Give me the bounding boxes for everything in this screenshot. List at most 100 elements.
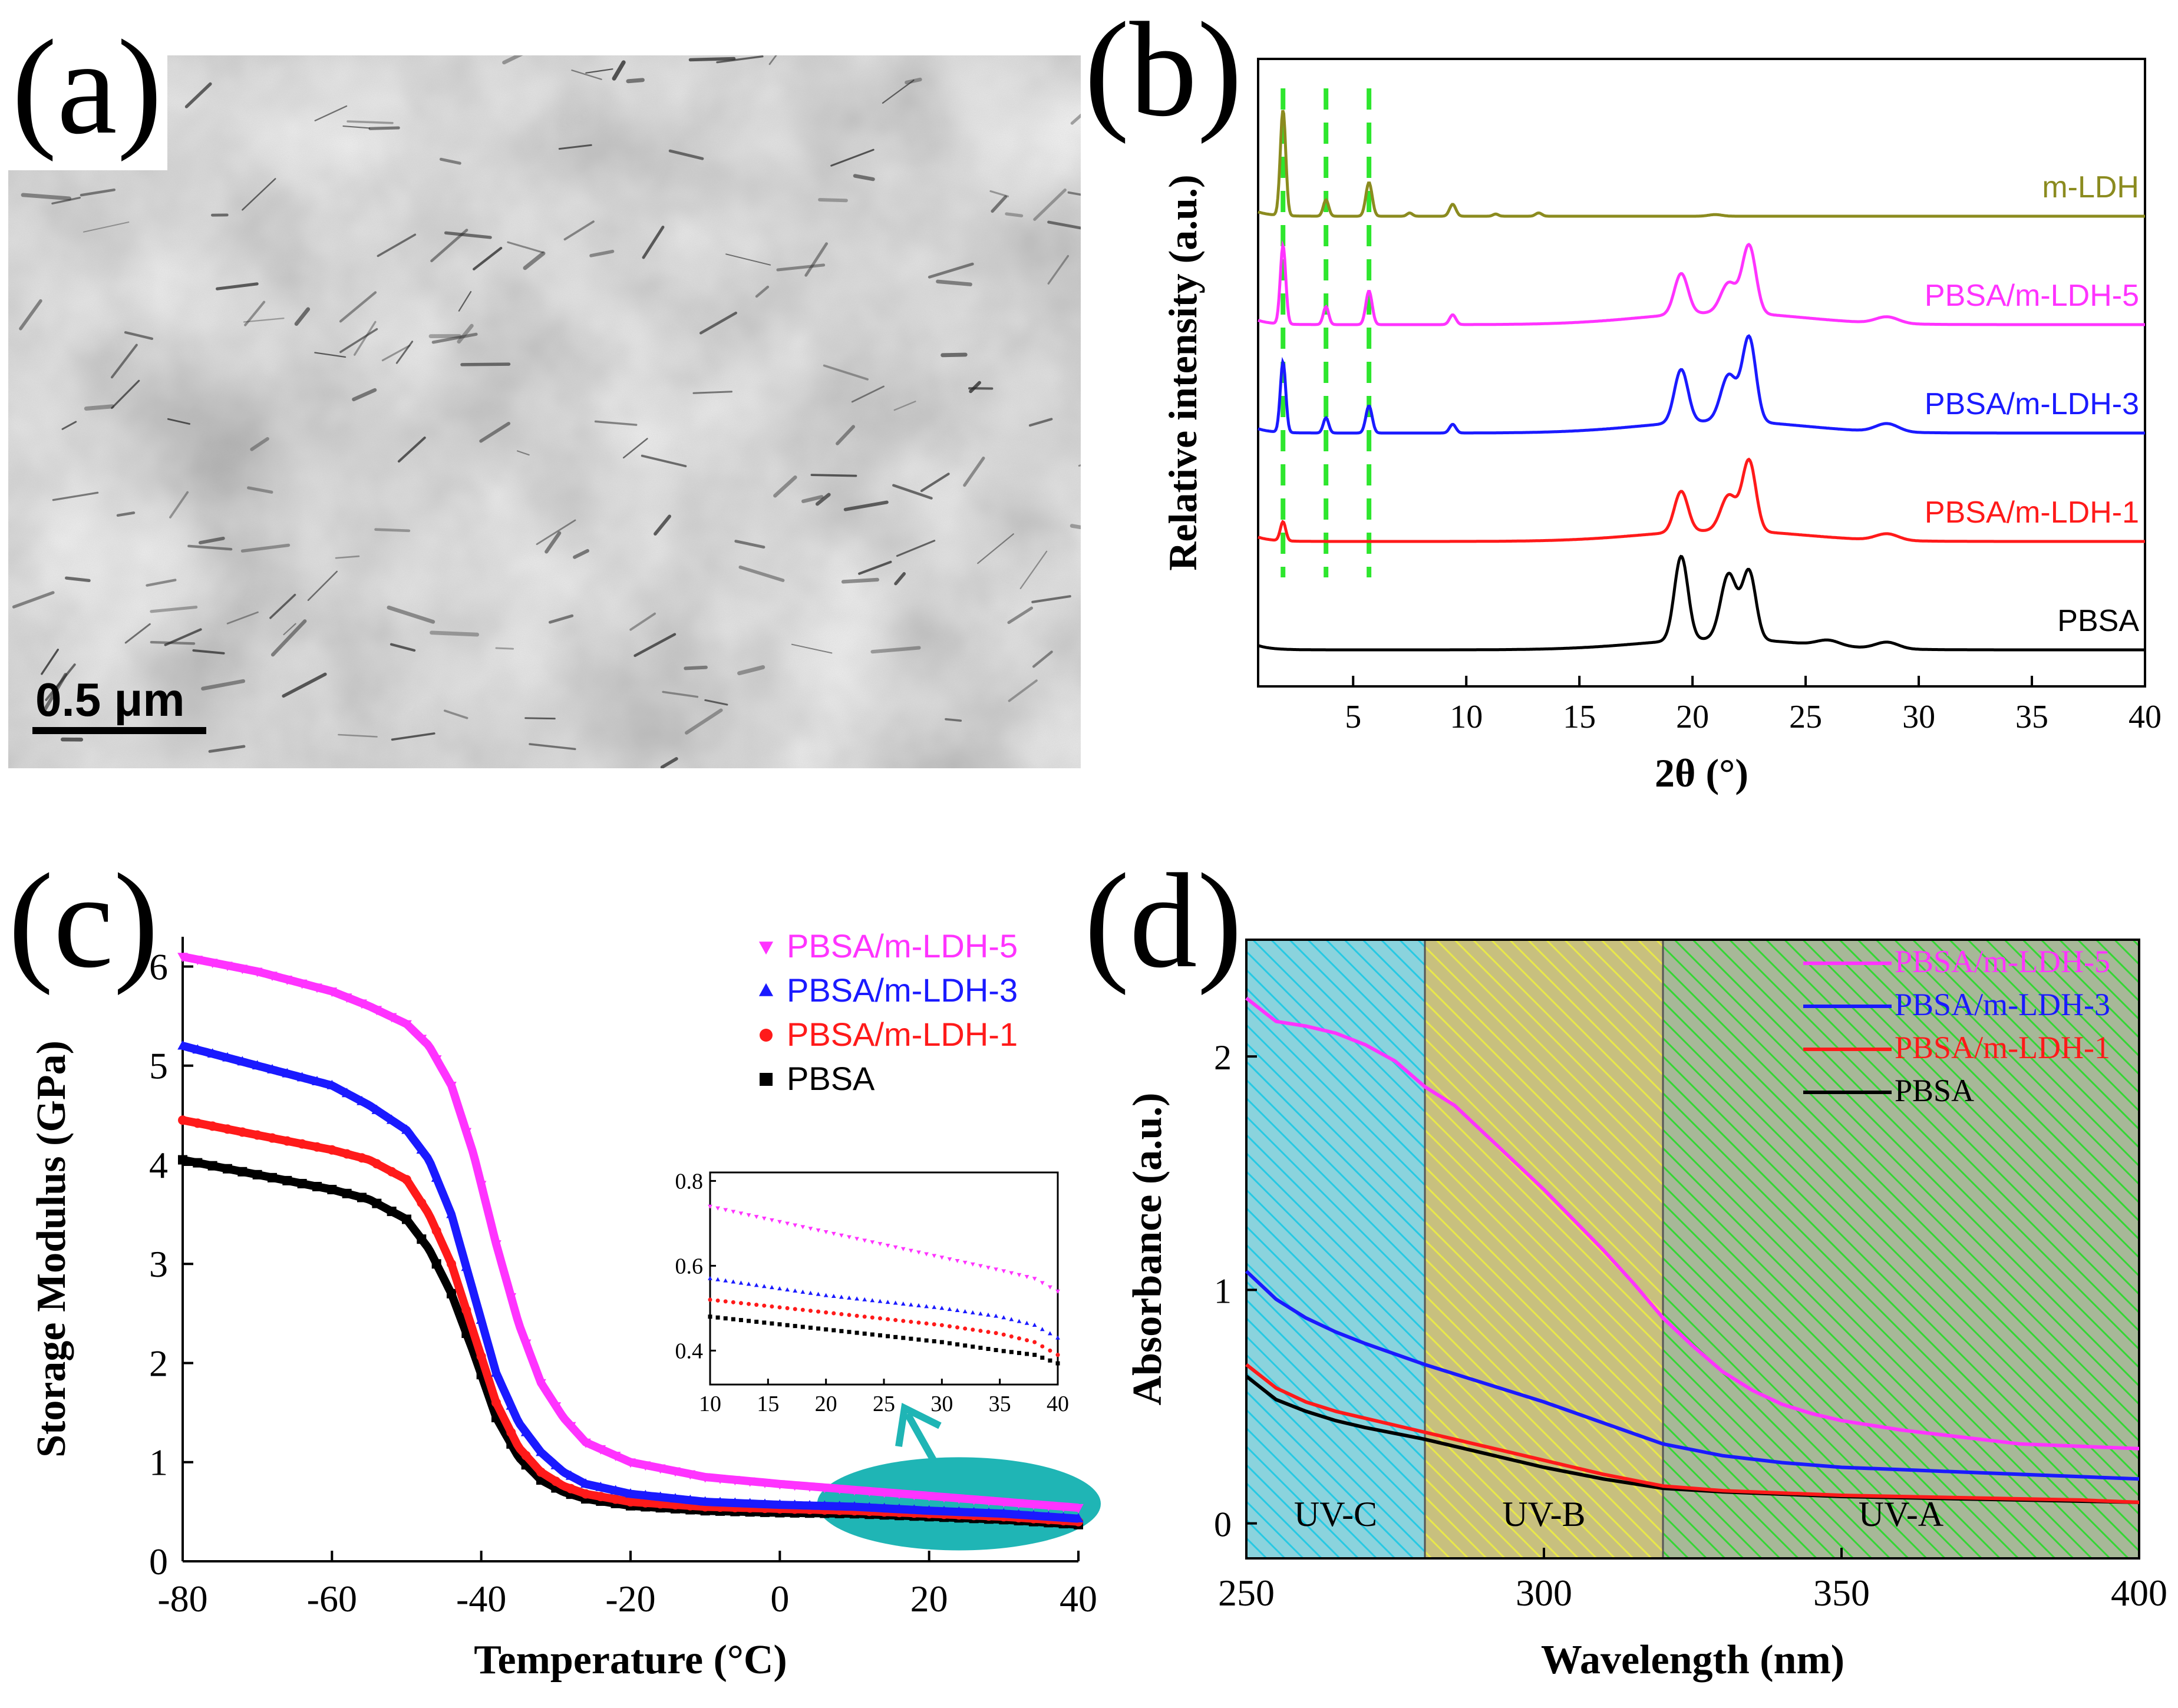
ldh-flake xyxy=(841,577,880,584)
inset-data-point xyxy=(800,1289,806,1294)
inset-data-point xyxy=(777,1322,782,1327)
dma-data-point xyxy=(1013,1499,1024,1509)
dma-data-point xyxy=(551,1476,561,1486)
ldh-flake xyxy=(882,80,915,104)
inset-data-point xyxy=(793,1324,797,1329)
ldh-flake xyxy=(387,605,435,624)
inset-data-point xyxy=(970,1262,975,1267)
dma-legend-marker xyxy=(758,983,774,996)
inset-data-point xyxy=(877,1242,883,1247)
inset-data-point xyxy=(715,1315,720,1320)
inset-data-point xyxy=(746,1213,751,1218)
inset-data-point xyxy=(909,1302,913,1307)
dma-data-point xyxy=(789,1481,800,1491)
dma-data-point xyxy=(491,1240,501,1250)
inset-data-point xyxy=(823,1230,829,1234)
ldh-flake xyxy=(991,195,1008,213)
inset-data-point xyxy=(723,1299,728,1304)
dma-data-point xyxy=(386,1114,397,1124)
ldh-flake xyxy=(243,318,285,323)
dma-y-tick-label: 1 xyxy=(149,1442,168,1484)
ldh-flake xyxy=(45,663,76,701)
xrd-x-tick-label: 5 xyxy=(1345,699,1361,735)
inset-data-point xyxy=(723,1278,728,1283)
dma-data-point xyxy=(207,1121,217,1131)
dma-data-point xyxy=(506,1428,516,1438)
dma-y-tick-label: 2 xyxy=(149,1342,168,1384)
dma-data-point xyxy=(447,1289,456,1299)
ldh-flake xyxy=(61,421,77,430)
dma-data-point xyxy=(476,1314,487,1324)
inset-data-point xyxy=(723,1208,728,1213)
dma-data-point xyxy=(968,1495,979,1505)
inset-data-point xyxy=(1048,1331,1052,1336)
dma-data-point xyxy=(968,1507,979,1517)
inset-data-point xyxy=(870,1315,874,1320)
xrd-chart: Relative intensity (a.u.) 2θ (°) 5 10 15 20… xyxy=(1160,58,2162,795)
dma-data-point xyxy=(923,1505,935,1515)
dma-data-point xyxy=(506,1293,517,1303)
xrd-x-tick-label: 15 xyxy=(1563,699,1596,735)
ldh-flake xyxy=(804,242,828,277)
dma-data-point xyxy=(1058,1512,1069,1522)
xrd-series-label: m-LDH xyxy=(2042,170,2139,204)
dma-data-point xyxy=(282,1175,292,1185)
dma-data-point xyxy=(685,1494,696,1504)
dma-data-point xyxy=(610,1485,621,1495)
dma-data-point xyxy=(312,1182,322,1191)
inset-x-tick-label: 40 xyxy=(1047,1392,1069,1416)
inset-data-point xyxy=(994,1347,998,1352)
inset-data-point xyxy=(1017,1336,1021,1341)
ldh-flake xyxy=(1047,255,1070,285)
dma-data-point xyxy=(223,1164,232,1174)
ldh-flake xyxy=(52,491,99,501)
inset-data-point xyxy=(816,1228,821,1233)
dma-data-point xyxy=(625,1458,636,1468)
inset-data-point xyxy=(932,1254,937,1258)
dma-data-point xyxy=(416,1035,427,1045)
inset-data-point xyxy=(877,1299,883,1303)
inset-data-point xyxy=(1001,1315,1006,1320)
dma-data-point xyxy=(446,1208,457,1218)
inset-data-point xyxy=(1055,1353,1060,1357)
dma-data-point xyxy=(655,1464,666,1474)
dma-data-point xyxy=(789,1499,800,1509)
inset-data-point xyxy=(738,1301,743,1306)
dma-data-point xyxy=(879,1488,890,1498)
inset-data-point xyxy=(901,1319,906,1323)
inset-data-point xyxy=(1001,1332,1006,1337)
inset-data-point xyxy=(831,1328,836,1333)
dma-data-point xyxy=(804,1499,815,1509)
xrd-series-label: PBSA xyxy=(2057,604,2139,638)
dma-data-point xyxy=(372,1198,382,1208)
inset-x-tick-label: 35 xyxy=(989,1392,1011,1416)
dma-data-point xyxy=(282,1136,292,1146)
inset-data-point xyxy=(854,1237,859,1241)
ldh-flake xyxy=(737,665,765,676)
dma-data-point xyxy=(296,1072,308,1082)
dma-data-point xyxy=(1043,1511,1054,1521)
ldh-flake xyxy=(529,743,576,751)
inset-data-point xyxy=(1017,1319,1022,1323)
inset-data-point xyxy=(1055,1361,1060,1366)
dma-data-point xyxy=(357,1192,367,1202)
uv-x-axis-label: Wavelength (nm) xyxy=(1541,1637,1844,1683)
uv-x-tick-label: 300 xyxy=(1516,1572,1572,1614)
ldh-flake xyxy=(549,614,574,624)
dma-data-point xyxy=(536,1467,546,1477)
dma-data-point xyxy=(342,1149,352,1159)
dma-data-point xyxy=(774,1480,786,1490)
dma-data-point xyxy=(268,1172,277,1182)
inset-data-point xyxy=(723,1316,728,1321)
dma-legend-label: PBSA/m-LDH-5 xyxy=(787,927,1018,964)
ldh-flake xyxy=(307,570,338,602)
ldh-flake xyxy=(269,593,296,619)
inset-data-point xyxy=(1024,1320,1029,1325)
inset-data-point xyxy=(816,1326,821,1331)
ldh-flake xyxy=(187,544,233,551)
dma-data-point xyxy=(730,1476,741,1486)
dma-data-point xyxy=(476,1352,486,1362)
dma-legend-label: PBSA xyxy=(787,1060,875,1097)
dma-data-point xyxy=(207,959,218,969)
ldh-flake xyxy=(1019,550,1048,589)
